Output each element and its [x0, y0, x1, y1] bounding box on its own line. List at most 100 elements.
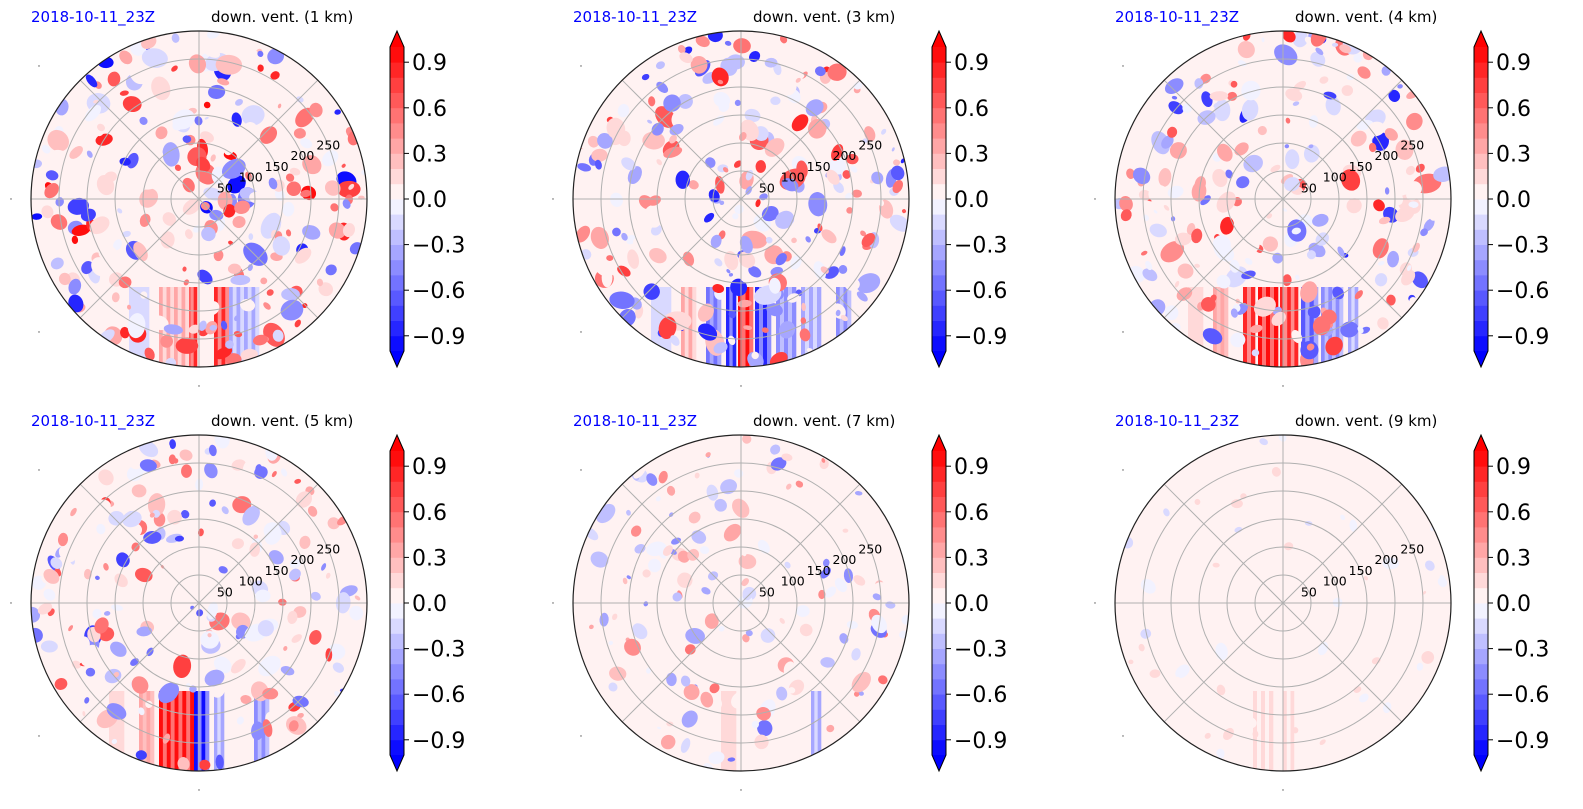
blob [201, 43, 220, 58]
colorbar-level [390, 183, 404, 200]
blob [684, 644, 696, 655]
blob [742, 550, 747, 557]
blob [1337, 246, 1345, 257]
colorbar-level [932, 123, 946, 139]
blob [225, 340, 234, 349]
streak-2 [729, 287, 733, 367]
blob [220, 320, 228, 330]
blob [834, 578, 848, 593]
streak-4 [139, 691, 144, 771]
blob [226, 230, 237, 238]
blob [110, 641, 127, 657]
blob [94, 617, 109, 634]
blob [713, 115, 725, 126]
blob [173, 654, 192, 679]
polar-frame [30, 434, 368, 772]
radial-tick-label: 200 [833, 148, 857, 163]
colorbar-level [932, 694, 946, 710]
blob [666, 485, 676, 496]
blob [80, 644, 100, 667]
blob [217, 78, 230, 86]
blob [799, 623, 813, 637]
streak-2 [1286, 691, 1291, 771]
blob [677, 550, 690, 563]
angular-gridline-225 [1163, 602, 1284, 723]
angular-gridline-315 [740, 602, 861, 723]
blob [253, 534, 259, 539]
blob [751, 351, 759, 360]
colorbar-level [390, 542, 404, 558]
blob [257, 50, 264, 57]
blob [160, 37, 172, 46]
blob [1339, 44, 1352, 54]
blob [1292, 31, 1309, 48]
blob [1224, 558, 1236, 568]
radial-tick-label: 150 [265, 563, 289, 578]
blob [705, 452, 711, 458]
colorbar-level [1474, 92, 1488, 109]
blob [160, 334, 174, 348]
colorbar-level [932, 305, 946, 321]
blob [263, 302, 271, 310]
blob [649, 247, 667, 264]
blob [50, 214, 68, 230]
blob [1341, 169, 1361, 191]
blob [1319, 76, 1329, 84]
blob [713, 342, 728, 354]
blob [182, 135, 192, 143]
blob [215, 754, 224, 770]
blob [209, 324, 217, 331]
colorbar-level [390, 320, 404, 337]
axis-dot [552, 198, 554, 200]
axis-dot [580, 331, 582, 333]
blob [700, 691, 714, 708]
blob [729, 435, 741, 442]
colorbar-level [390, 618, 404, 634]
colorbar-level [390, 557, 404, 573]
blob [826, 724, 835, 733]
streak-2 [197, 691, 202, 771]
blob [836, 129, 843, 135]
blob [129, 64, 149, 85]
blob [622, 577, 628, 585]
blob [1312, 213, 1329, 227]
colorbar-level [932, 214, 946, 230]
colorbar-outline [389, 29, 405, 369]
blob [231, 538, 245, 550]
blob [1378, 216, 1391, 225]
colorbar-tick-label: −0.3 [412, 638, 465, 663]
blob [255, 589, 271, 603]
colorbar-level [932, 275, 946, 291]
blob [701, 587, 711, 595]
blob [86, 150, 93, 158]
blob [1149, 223, 1167, 238]
blob [43, 588, 56, 601]
blob [136, 626, 152, 637]
blob [280, 666, 295, 676]
colorbar-level [932, 290, 946, 306]
blob [204, 116, 209, 120]
blob [1179, 719, 1190, 730]
polar-grid [573, 31, 909, 367]
blob [188, 324, 201, 334]
polar-frame [572, 434, 910, 772]
colorbar-outline [931, 433, 947, 773]
blob [316, 278, 324, 287]
colorbar-level [932, 259, 946, 276]
colorbar-level [390, 77, 404, 93]
streak-2 [217, 287, 222, 367]
blob [1421, 651, 1435, 664]
blob [889, 214, 909, 232]
blob [835, 309, 841, 317]
blob [710, 234, 722, 248]
colorbar-tick-label: 0.0 [954, 188, 989, 213]
blob [1437, 577, 1448, 588]
colorbar-tick-label: −0.9 [954, 325, 1007, 350]
blob [1214, 99, 1231, 122]
blob [1283, 542, 1294, 551]
blob [139, 459, 157, 472]
blob [1357, 326, 1364, 334]
blob [825, 586, 837, 598]
blob [259, 126, 278, 144]
colorbar-tick-label: −0.9 [954, 729, 1007, 754]
